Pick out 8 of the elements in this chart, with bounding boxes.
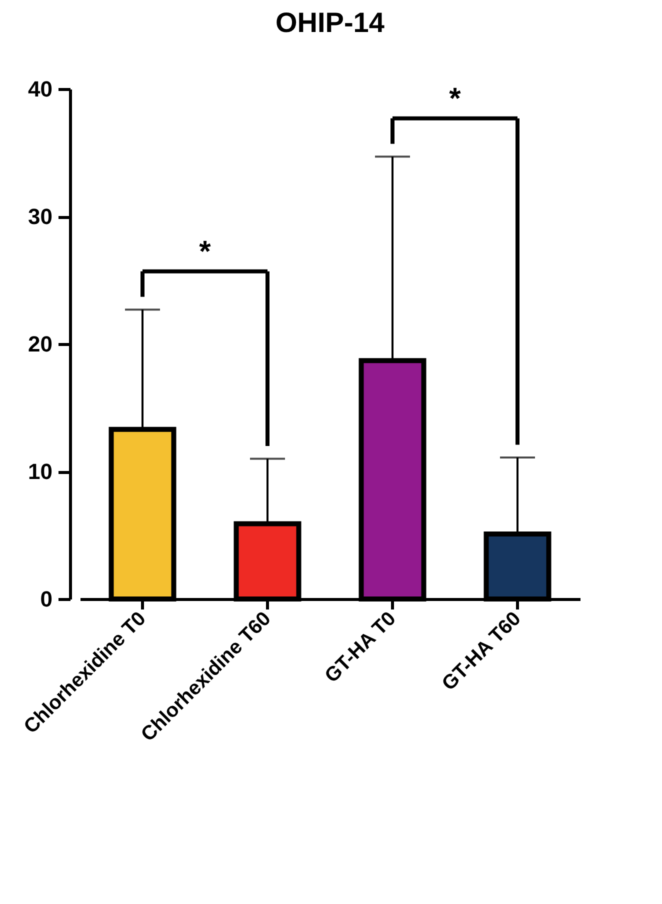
y-tick-label: 20: [28, 332, 52, 356]
y-tick-label: 0: [40, 586, 52, 612]
chart-title: OHIP-14: [276, 7, 385, 38]
y-tick-label: 40: [28, 76, 52, 102]
y-tick-label: 30: [28, 204, 52, 229]
annotation: *: [449, 82, 462, 116]
y-tick-label: 10: [28, 459, 52, 484]
annotation: *: [199, 235, 212, 268]
